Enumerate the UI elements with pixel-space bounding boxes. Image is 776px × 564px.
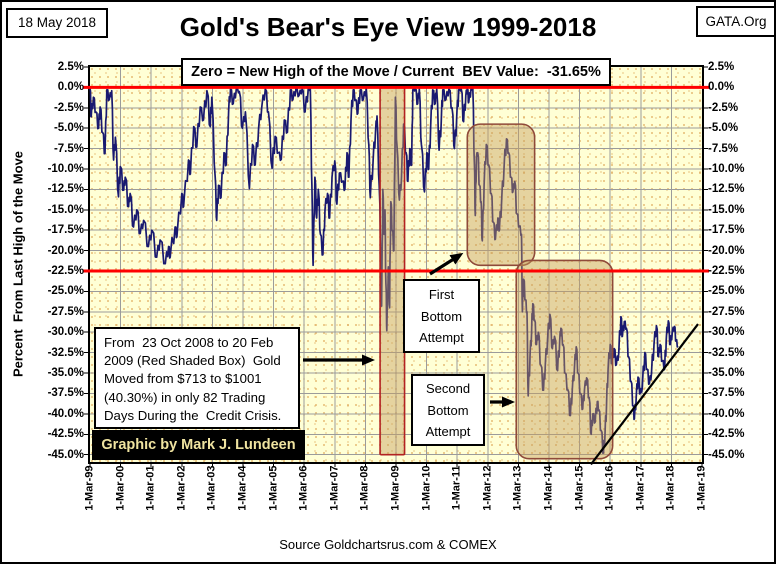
y-tick-label: -30.0% [47,326,84,339]
y-tick-label: -5.0% [53,122,84,135]
credit-crisis-annotation-line: From 23 Oct 2008 to 20 Feb [104,335,274,350]
y-tick-label: -12.5% [47,183,84,196]
y-tick-label: -10.0% [47,163,84,175]
chart-title: Gold's Bear's Eye View 1999-2018 [179,12,597,42]
second-bottom-attempt-region [515,259,614,460]
y-tick-label: 0.0% [708,81,735,94]
credit-crisis-annotation-line: (40.30%) in only 82 Trading [104,389,266,405]
bottom-attempt-label-line: Second [425,381,471,396]
bottom-attempt-label-line: Bottom [427,402,469,418]
source-caption: Source Goldchartsrus.com & COMEX [279,537,497,552]
y-tick-label: -45.0% [47,448,84,461]
y-tick-label: -15.0% [47,203,84,216]
y-tick-label: -20.0% [708,244,745,257]
y-tick-label: -30.0% [708,326,745,339]
y-tick-label: -40.0% [47,407,84,420]
y-tick-label: -20.0% [47,244,84,257]
date-box: 18 May 2018 [6,8,108,38]
y-tick-label: -22.5% [47,265,84,278]
x-tick-label: 1-Mar-10 [420,465,433,511]
y-tick-label: -17.5% [708,224,745,237]
x-tick-label: 1-Mar-01 [144,465,157,511]
y-tick-label: -42.5% [708,428,745,441]
y-tick-label: -35.0% [708,367,745,380]
y-tick-label: -25.0% [47,285,84,298]
credit-crisis-annotation: From 23 Oct 2008 to 20 Feb 2009 (Red Shad… [94,327,300,429]
y-tick-label: 2.5% [708,61,735,73]
x-tick-label: 1-Mar-15 [573,465,586,511]
subtitle-box: Zero = New High of the Move / Current BE… [181,58,611,86]
gata-org-box: GATA.Org [696,6,774,37]
y-axis-title: Percent From Last High of the Move [10,150,26,378]
y-tick-label: -42.5% [47,428,84,441]
annotation-arrow [429,252,464,276]
x-tick-label: 1-Mar-16 [603,465,616,511]
x-tick-label: 1-Mar-13 [511,465,524,511]
y-tick-label: -5.0% [708,122,739,135]
y-tick-label: -35.0% [47,367,84,380]
y-tick-label: -17.5% [47,224,84,237]
second-bottom-attempt-label: Second Bottom Attempt [411,374,485,446]
y-tick-label: -10.0% [708,163,745,175]
y-tick-label: -37.5% [47,387,84,400]
y-tick-label: -2.5% [708,101,739,114]
x-tick-label: 1-Mar-05 [267,465,280,511]
x-tick-label: 1-Mar-08 [358,465,371,511]
x-tick-label: 1-Mar-14 [542,465,555,511]
x-tick-label: 1-Mar-04 [236,465,249,511]
credit-crisis-annotation-line: Moved from $713 to $1001 [104,371,262,387]
credit-crisis-annotation-line: Days During the Credit Crisis. [104,407,282,423]
y-tick-label: -12.5% [708,183,745,196]
credit-crisis-annotation-line: 2009 (Red Shaded Box) Gold [104,353,281,369]
bottom-attempt-label-line: Attempt [419,330,464,345]
bottom-attempt-label-line: Bottom [420,308,463,324]
x-tick-label: 1-Mar-00 [114,465,127,511]
x-tick-label: 1-Mar-18 [664,465,677,511]
x-tick-label: 1-Mar-07 [328,465,341,511]
date-label: 18 May 2018 [17,15,97,30]
y-tick-label: -7.5% [53,142,84,155]
x-tick-label: 1-Mar-12 [481,465,494,511]
y-tick-label: 0.0% [57,81,84,94]
first-bottom-attempt-region [466,123,536,267]
y-tick-label: -32.5% [708,346,745,359]
y-tick-label: 2.5% [57,61,84,73]
x-tick-label: 1-Mar-06 [297,465,310,511]
gata-org-label: GATA.Org [705,14,767,29]
y-tick-label: -27.5% [708,305,745,318]
x-tick-label: 1-Mar-09 [389,465,402,511]
y-tick-label: -25.0% [708,285,745,298]
y-tick-label: -22.5% [708,265,745,278]
x-tick-label: 1-Mar-19 [695,465,708,511]
x-tick-label: 1-Mar-02 [175,465,188,511]
graphic-credit: Graphic by Mark J. Lundeen [92,430,305,460]
y-tick-label: -37.5% [708,387,745,400]
first-bottom-attempt-label: First Bottom Attempt [403,279,480,353]
x-tick-label: 1-Mar-03 [205,465,218,511]
y-tick-label: -32.5% [47,346,84,359]
bottom-attempt-label-line: First [428,287,455,302]
y-tick-label: -15.0% [708,203,745,216]
y-tick-label: -27.5% [47,305,84,318]
x-tick-label: 1-Mar-11 [450,465,463,511]
bottom-attempt-label-line: Attempt [425,424,471,439]
trendline [590,323,699,466]
x-tick-label: 1-Mar-17 [634,465,647,511]
x-tick-label: 1-Mar-99 [83,465,96,511]
y-tick-label: -2.5% [53,101,84,114]
y-tick-label: -45.0% [708,448,745,461]
y-tick-label: -40.0% [708,407,745,420]
y-tick-label: -7.5% [708,142,739,155]
